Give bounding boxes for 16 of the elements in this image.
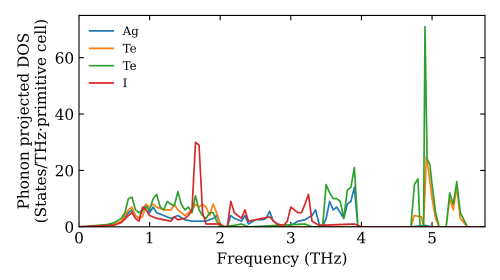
legend-label: Te [122, 44, 136, 53]
x-tick-label: 2 [216, 232, 224, 244]
x-tick-label: 1 [146, 232, 152, 244]
x-tick-label: 4 [357, 232, 366, 244]
legend-label: I [123, 78, 127, 88]
legend-label: Ag [122, 26, 138, 38]
y-tick-label: 60 [56, 52, 74, 64]
x-tick-label: 0 [75, 232, 83, 244]
x-axis-title: Frequency (THz) [217, 252, 346, 268]
y-tick-label: 40 [55, 108, 74, 120]
y-tick-label: 20 [56, 164, 74, 176]
y-tick-label: 0 [65, 221, 74, 233]
x-tick-label: 3 [287, 232, 295, 244]
x-tick-label: 5 [428, 232, 436, 244]
legend-label: Te [122, 61, 136, 70]
y-axis-title: Phonon projected DOS (States/THz·primitive cell) [17, 20, 50, 222]
